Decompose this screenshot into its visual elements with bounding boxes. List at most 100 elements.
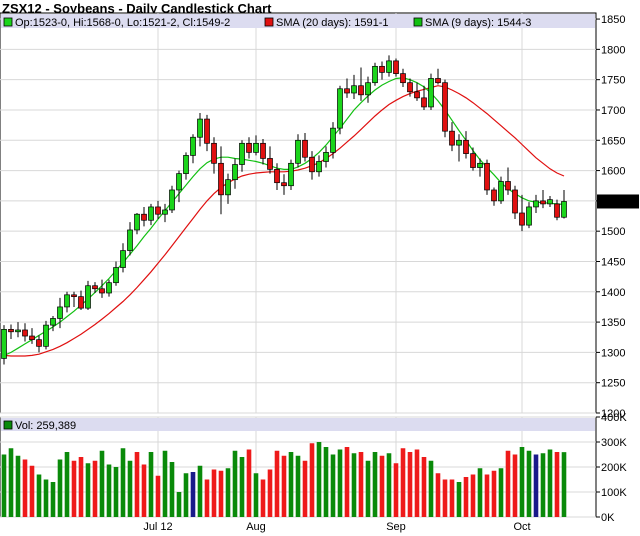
volume-bar — [533, 454, 539, 517]
candle-body — [421, 97, 427, 108]
candle-body — [288, 162, 294, 187]
candle — [8, 324, 14, 340]
volume-bar — [302, 460, 308, 517]
candle-body — [120, 250, 126, 268]
volume-bar — [344, 447, 350, 517]
volume-tick-label: 300K — [601, 437, 627, 449]
candle-body — [8, 329, 14, 333]
volume-bar — [36, 474, 42, 517]
candle-body — [64, 294, 70, 308]
candle — [99, 279, 105, 298]
candle-body — [526, 206, 532, 226]
volume-bar — [176, 492, 182, 517]
candle-body — [274, 169, 280, 184]
candle-body — [512, 189, 518, 214]
candle — [456, 134, 462, 162]
price-tick-label: 1300 — [601, 347, 625, 359]
candle-body — [554, 203, 560, 218]
ohlc-legend-swatch — [3, 17, 13, 27]
candle — [379, 61, 385, 80]
candle — [127, 222, 133, 256]
candle-body — [78, 296, 84, 309]
candle — [190, 134, 196, 164]
candle — [29, 328, 35, 344]
candle-body — [330, 127, 336, 153]
chart-title: ZSX12 - Soybeans - Daily Candlestick Cha… — [2, 1, 272, 16]
candle — [407, 78, 413, 97]
candle — [176, 170, 182, 203]
volume-bar — [106, 464, 112, 517]
candle-body — [351, 85, 357, 94]
candle-body — [477, 162, 483, 168]
volume-bar — [127, 460, 133, 517]
candle-body — [183, 155, 189, 174]
candle-body — [232, 164, 238, 181]
volume-bar — [337, 449, 343, 517]
volume-bar — [449, 479, 455, 517]
volume-bar — [379, 455, 385, 517]
volume-bar — [50, 482, 56, 517]
candle-body — [239, 142, 245, 165]
volume-bar — [491, 470, 497, 517]
candle — [414, 82, 420, 101]
candle — [155, 200, 161, 220]
volume-bar — [372, 452, 378, 517]
volume-bar — [498, 468, 504, 517]
volume-bar — [141, 464, 147, 517]
candle-body — [211, 142, 217, 164]
volume-bar — [169, 462, 175, 517]
candle-body — [22, 329, 28, 337]
candle — [344, 78, 350, 98]
volume-bar — [22, 459, 28, 517]
volume-bar — [505, 450, 511, 517]
price-tick-label: 1250 — [601, 378, 625, 390]
candle-body — [134, 213, 140, 231]
price-tick-label: 1800 — [601, 44, 625, 56]
volume-bar — [519, 447, 525, 517]
candle — [253, 135, 259, 156]
candle — [22, 323, 28, 342]
volume-bar — [477, 468, 483, 517]
volume-bar — [183, 473, 189, 517]
volume-bar — [393, 463, 399, 517]
volume-legend-label: Vol: 259,389 — [15, 420, 76, 432]
candle-body — [309, 156, 315, 173]
candle — [316, 155, 322, 177]
volume-bar — [225, 468, 231, 517]
date-tick-label: Sep — [386, 521, 406, 533]
volume-bar — [92, 460, 98, 517]
candle-body — [365, 82, 371, 96]
candle-body — [470, 153, 476, 168]
candle — [225, 173, 231, 204]
candle — [302, 133, 308, 162]
candle — [218, 146, 224, 215]
volume-bar — [29, 465, 35, 517]
volume-bar — [190, 472, 196, 517]
price-tick-label: 1450 — [601, 256, 625, 268]
candle-body — [197, 118, 203, 138]
candle — [246, 137, 252, 159]
candle-body — [323, 152, 329, 162]
volume-bar — [71, 460, 77, 517]
volume-bar — [386, 453, 392, 517]
volume-bar — [155, 475, 161, 517]
candle-body — [302, 139, 308, 158]
candle-body — [442, 82, 448, 132]
candle-body — [141, 213, 147, 221]
volume-bar — [288, 452, 294, 517]
volume-tick-label: 200K — [601, 462, 627, 474]
candle-body — [316, 161, 322, 173]
volume-bar — [407, 452, 413, 517]
candle — [554, 199, 560, 221]
candle-body — [295, 139, 301, 164]
candle-body — [540, 200, 546, 205]
volume-bar — [358, 452, 364, 517]
candle — [540, 189, 546, 209]
volume-bar — [470, 474, 476, 517]
candle-body — [85, 285, 91, 309]
price-tick-label: 1200 — [601, 408, 625, 420]
volume-bar — [547, 449, 553, 517]
price-panel — [0, 12, 597, 414]
